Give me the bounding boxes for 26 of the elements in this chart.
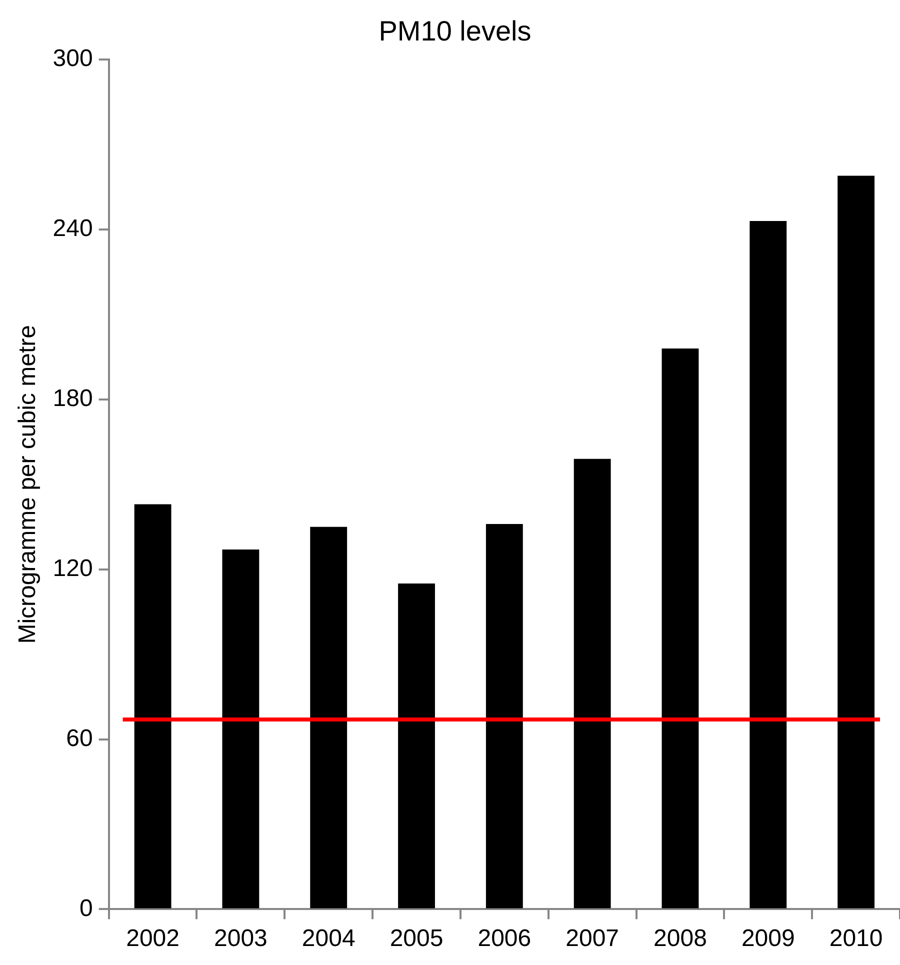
y-tick-label: 180 [52,385,93,412]
bar [398,584,435,908]
x-tick-label: 2008 [654,925,707,952]
x-tick-label: 2006 [478,925,532,952]
bar [662,348,699,908]
x-tick-label: 2005 [390,925,444,952]
y-tick-label: 0 [79,894,93,922]
y-tick-label: 120 [52,554,93,582]
bar [574,458,611,908]
y-axis-title: Microgramme per cubic metre [14,325,42,644]
x-tick-label: 2002 [126,925,180,952]
x-tick-label: 2003 [214,925,268,952]
bar [750,221,787,908]
y-tick-label: 300 [52,45,93,72]
y-tick-label: 240 [52,215,93,242]
bar [134,504,172,908]
y-tick-label: 60 [66,724,93,752]
x-tick-label: 2004 [302,925,356,952]
bar [222,550,260,908]
chart-title: PM10 levels [378,16,532,47]
x-tick-label: 2009 [741,925,795,952]
x-tick-label: 2010 [829,925,883,952]
bar [310,526,348,908]
bar [486,524,523,908]
x-tick-label: 2007 [566,925,620,952]
bar [838,176,875,908]
